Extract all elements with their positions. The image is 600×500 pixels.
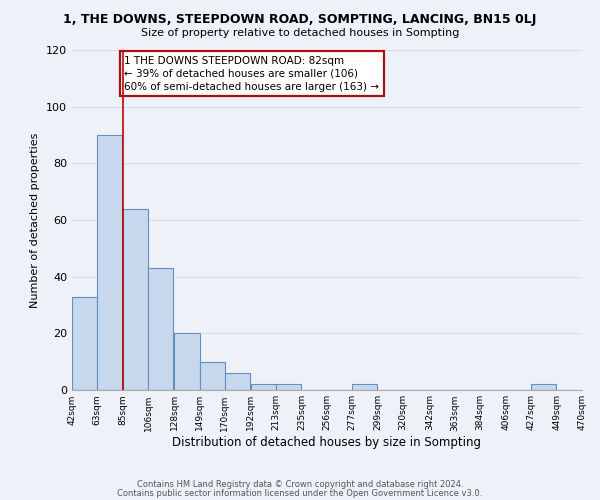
Bar bbox=[199, 362, 224, 390]
Text: 1, THE DOWNS, STEEPDOWN ROAD, SOMPTING, LANCING, BN15 0LJ: 1, THE DOWNS, STEEPDOWN ROAD, SOMPTING, … bbox=[64, 12, 536, 26]
Bar bbox=[97, 135, 122, 390]
Text: Size of property relative to detached houses in Sompting: Size of property relative to detached ho… bbox=[141, 28, 459, 38]
Bar bbox=[276, 384, 301, 390]
Bar bbox=[531, 384, 556, 390]
Text: 1 THE DOWNS STEEPDOWN ROAD: 82sqm
← 39% of detached houses are smaller (106)
60%: 1 THE DOWNS STEEPDOWN ROAD: 82sqm ← 39% … bbox=[124, 56, 379, 92]
Bar bbox=[123, 208, 148, 390]
X-axis label: Distribution of detached houses by size in Sompting: Distribution of detached houses by size … bbox=[173, 436, 482, 449]
Text: Contains public sector information licensed under the Open Government Licence v3: Contains public sector information licen… bbox=[118, 488, 482, 498]
Text: Contains HM Land Registry data © Crown copyright and database right 2024.: Contains HM Land Registry data © Crown c… bbox=[137, 480, 463, 489]
Bar bbox=[148, 268, 173, 390]
Bar bbox=[352, 384, 377, 390]
Bar bbox=[72, 296, 97, 390]
Bar bbox=[224, 373, 250, 390]
Bar bbox=[251, 384, 276, 390]
Bar bbox=[175, 334, 199, 390]
Y-axis label: Number of detached properties: Number of detached properties bbox=[31, 132, 40, 308]
